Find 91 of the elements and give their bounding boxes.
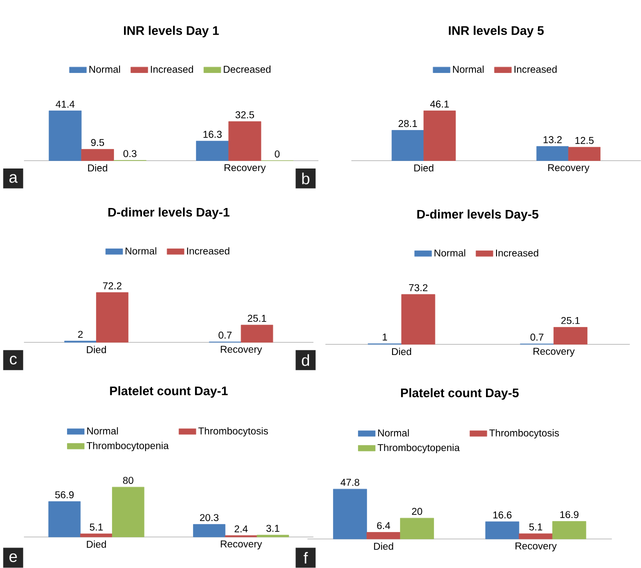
- x-tick-label: Died: [392, 348, 412, 356]
- data-label: 6.4: [377, 522, 390, 530]
- bar: [193, 524, 226, 538]
- bar: [48, 501, 81, 538]
- bar: [96, 292, 128, 343]
- x-tick-label: Died: [374, 542, 394, 550]
- data-label: 0.7: [530, 334, 544, 341]
- bar: [196, 140, 229, 161]
- data-label: 20.3: [200, 514, 218, 522]
- data-label: 12.5: [575, 136, 594, 144]
- x-tick-label: Recovery: [224, 164, 266, 174]
- chart-title: Platelet count Day-1: [110, 386, 228, 398]
- data-label: 80: [123, 476, 134, 484]
- legend-label: Normal: [453, 66, 484, 73]
- data-label: 3.1: [266, 524, 280, 532]
- chart-title: INR levels Day 5: [448, 26, 544, 38]
- data-label: 5.1: [90, 524, 103, 531]
- data-label: 2: [78, 330, 83, 338]
- text: c: [10, 356, 17, 365]
- bar: [112, 486, 144, 538]
- legend-label: Decreased: [224, 66, 270, 73]
- legend-label: Normal: [87, 427, 118, 435]
- x-tick-label: Recovery: [516, 542, 557, 552]
- text: f: [304, 552, 308, 564]
- data-label: 56.9: [55, 491, 74, 498]
- chart-title: D-dimer levels Day-1: [108, 208, 230, 220]
- legend-label: Normal: [126, 247, 156, 255]
- bar: [333, 488, 367, 540]
- x-tick-label: Died: [414, 164, 434, 172]
- data-label: 25.1: [561, 317, 580, 324]
- bar: [401, 294, 436, 345]
- x-tick-label: Died: [86, 540, 106, 548]
- x-tick-label: Recovery: [548, 164, 590, 174]
- bar: [485, 521, 520, 540]
- x-tick-label: Died: [86, 346, 106, 354]
- legend-label: Increased: [514, 66, 557, 73]
- legend-label: Thrombocytopenia: [86, 442, 169, 452]
- chart-title: D-dimer levels Day-5: [417, 210, 538, 222]
- data-label: 73.2: [409, 284, 428, 292]
- legend-label: Normal: [89, 66, 120, 73]
- data-label: 32.5: [235, 111, 254, 118]
- data-label: 25.1: [248, 314, 266, 322]
- bar: [80, 534, 112, 538]
- legend-label: Normal: [434, 249, 466, 257]
- bar: [400, 518, 434, 540]
- bar: [366, 532, 400, 540]
- legend-label: Normal: [378, 429, 409, 437]
- text: e: [9, 553, 17, 562]
- chart-title: INR levels Day 1: [124, 26, 219, 38]
- text: b: [302, 172, 310, 184]
- data-label: 41.4: [56, 100, 75, 108]
- data-label: 46.1: [430, 100, 449, 108]
- data-label: 20: [412, 508, 422, 515]
- bar: [228, 121, 262, 161]
- bar: [536, 146, 569, 161]
- data-label: 0.3: [123, 150, 136, 158]
- bar: [392, 130, 424, 161]
- x-tick-label: Recovery: [534, 348, 575, 357]
- x-tick-label: Recovery: [220, 346, 262, 355]
- bar: [552, 521, 586, 540]
- legend-label: Thrombocytosis: [198, 427, 268, 436]
- text: a: [9, 174, 18, 183]
- chart-title: Platelet count Day-5: [401, 388, 519, 400]
- text: d: [302, 354, 310, 366]
- data-label: 13.2: [544, 136, 562, 144]
- bar: [424, 110, 456, 161]
- legend-label: Increased: [150, 66, 194, 73]
- data-label: 0: [274, 150, 280, 158]
- x-tick-label: Died: [88, 164, 108, 172]
- x-tick-label: Recovery: [220, 540, 262, 550]
- legend-label: Thrombocytosis: [489, 429, 559, 438]
- bar: [554, 327, 588, 345]
- legend-label: Thrombocytopenia: [378, 444, 460, 454]
- data-label: 16.6: [493, 511, 512, 518]
- data-label: 16.3: [203, 130, 222, 138]
- data-label: 28.1: [398, 120, 417, 128]
- bar: [81, 149, 114, 161]
- bar: [240, 324, 274, 343]
- data-label: 72.2: [103, 282, 122, 290]
- data-label: 16.9: [560, 511, 578, 518]
- legend-label: Increased: [496, 249, 538, 257]
- data-label: 9.5: [91, 139, 104, 146]
- data-label: 5.1: [529, 524, 542, 530]
- data-label: 1: [382, 334, 388, 340]
- bar: [48, 110, 82, 161]
- bar: [518, 533, 553, 540]
- data-label: 47.8: [340, 478, 360, 486]
- bar: [568, 146, 600, 161]
- legend-label: Increased: [187, 247, 230, 255]
- data-label: 2.4: [234, 525, 248, 532]
- data-label: 0.7: [218, 332, 232, 339]
